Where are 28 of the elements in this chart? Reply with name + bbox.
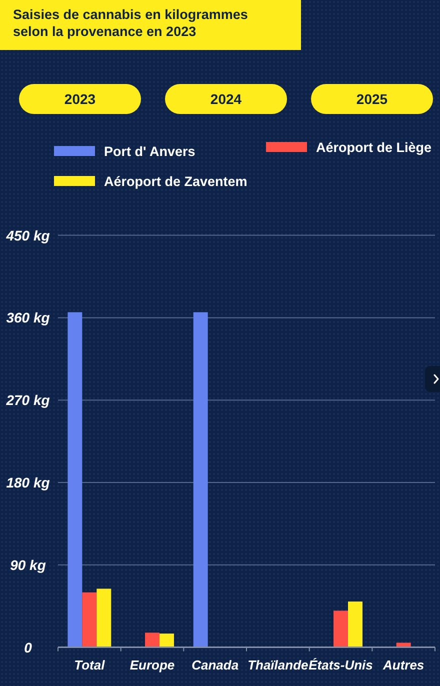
bar: [96, 588, 112, 648]
x-tick-label: Europe: [130, 657, 175, 672]
x-tick-label: États-Unis: [308, 657, 373, 672]
y-tick-label: 0: [24, 639, 32, 656]
x-tick-label: Autres: [382, 657, 424, 672]
x-tick-label: Total: [74, 657, 106, 672]
bar: [193, 312, 208, 648]
bar: [159, 634, 174, 648]
year-button[interactable]: 2023: [19, 84, 141, 114]
y-tick-label: 90 kg: [10, 556, 46, 573]
legend-label: Aéroport de Zaventem: [104, 174, 248, 189]
bar: [82, 592, 97, 648]
y-tick-label: 360 kg: [6, 310, 50, 326]
y-tick-label: 270 kg: [5, 392, 50, 408]
bar: [145, 632, 160, 648]
next-button[interactable]: [425, 366, 440, 392]
year-button[interactable]: 2025: [311, 84, 433, 114]
bar: [348, 602, 362, 648]
chart-title: Saisies de cannabis en kilogrammes selon la provenance en 2023: [13, 7, 248, 39]
bar: [68, 312, 82, 648]
x-tick-label: Canada: [192, 657, 239, 672]
bar: [334, 610, 348, 648]
legend-label: Port d' Anvers: [104, 144, 196, 159]
legend-label: Aéroport de Liège: [316, 140, 432, 155]
y-tick-label: 180 kg: [6, 474, 50, 490]
y-tick-label: 450 kg: [5, 227, 50, 244]
x-tick-label: Thaïlande: [248, 657, 308, 672]
year-button[interactable]: 2024: [165, 84, 287, 114]
